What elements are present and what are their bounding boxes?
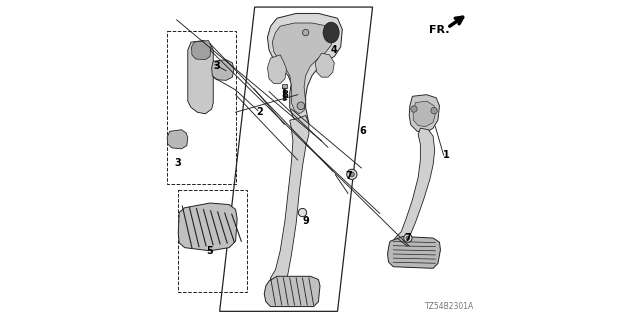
Text: 1: 1 <box>442 150 449 160</box>
Circle shape <box>406 236 410 240</box>
Polygon shape <box>268 55 287 84</box>
Polygon shape <box>212 60 234 80</box>
Polygon shape <box>188 41 213 114</box>
Ellipse shape <box>323 22 339 43</box>
Polygon shape <box>272 23 333 114</box>
Circle shape <box>431 108 437 114</box>
Circle shape <box>411 106 417 112</box>
Text: 7: 7 <box>346 171 352 181</box>
Polygon shape <box>268 13 342 125</box>
Text: 7: 7 <box>404 233 411 243</box>
Polygon shape <box>316 53 334 77</box>
Circle shape <box>323 29 330 36</box>
Text: TZ54B2301A: TZ54B2301A <box>425 302 474 311</box>
Circle shape <box>298 208 307 217</box>
Text: 3: 3 <box>213 61 220 71</box>
Polygon shape <box>264 276 320 307</box>
Polygon shape <box>392 128 435 252</box>
Text: 3: 3 <box>175 158 182 168</box>
Polygon shape <box>178 203 237 251</box>
Circle shape <box>297 102 305 110</box>
Polygon shape <box>388 236 440 268</box>
Text: FR.: FR. <box>429 25 450 35</box>
Text: 2: 2 <box>256 107 263 117</box>
Text: 8: 8 <box>282 90 289 100</box>
Text: 9: 9 <box>302 216 309 226</box>
Text: 6: 6 <box>360 126 366 136</box>
Polygon shape <box>269 116 309 297</box>
Polygon shape <box>413 101 435 126</box>
Circle shape <box>303 29 309 36</box>
Polygon shape <box>167 130 188 149</box>
Polygon shape <box>409 95 440 133</box>
Text: 5: 5 <box>207 246 214 256</box>
Circle shape <box>404 234 412 242</box>
Circle shape <box>349 172 355 177</box>
Text: 4: 4 <box>331 45 338 55</box>
Circle shape <box>347 169 357 180</box>
Bar <box>282 84 287 88</box>
Polygon shape <box>191 41 211 60</box>
